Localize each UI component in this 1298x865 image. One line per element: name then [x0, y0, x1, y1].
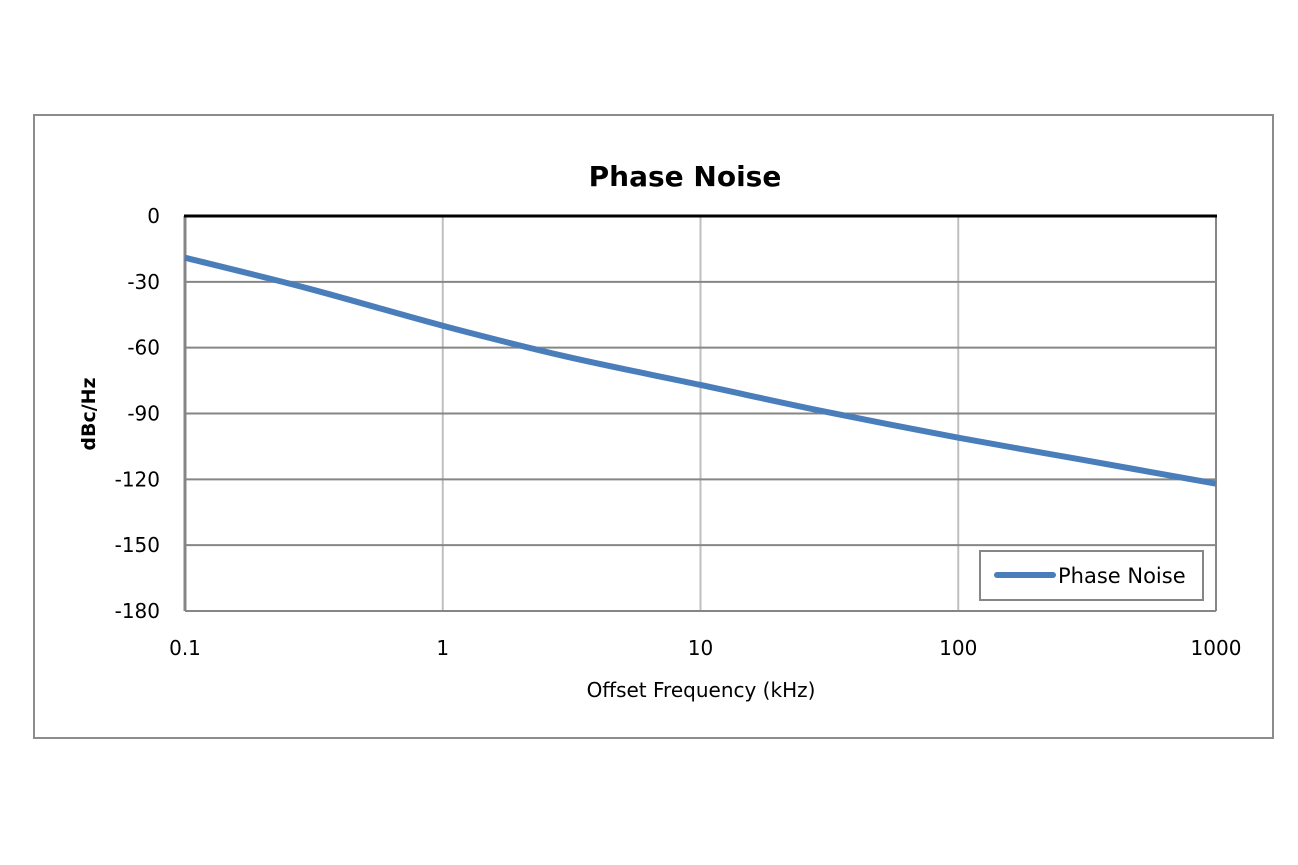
x-tick-label: 0.1 — [169, 636, 201, 660]
chart-frame — [33, 114, 1274, 739]
y-tick-label: 0 — [147, 204, 160, 228]
legend-label: Phase Noise — [1058, 564, 1186, 588]
x-tick-label: 100 — [939, 636, 977, 660]
chart-title: Phase Noise — [589, 160, 782, 193]
y-tick-label: -90 — [127, 402, 160, 426]
y-tick-label: -30 — [127, 270, 160, 294]
y-tick-label: -150 — [115, 533, 160, 557]
x-tick-label: 1 — [436, 636, 449, 660]
y-tick-label: -180 — [115, 599, 160, 623]
x-tick-label: 1000 — [1191, 636, 1242, 660]
legend: Phase Noise — [979, 550, 1204, 601]
series-line-0 — [184, 254, 1217, 487]
x-tick-label: 10 — [688, 636, 713, 660]
y-axis-label: dBc/Hz — [78, 377, 100, 450]
y-tick-label: -120 — [115, 467, 160, 491]
y-tick-label: -60 — [127, 336, 160, 360]
x-axis-label: Offset Frequency (kHz) — [587, 678, 816, 702]
